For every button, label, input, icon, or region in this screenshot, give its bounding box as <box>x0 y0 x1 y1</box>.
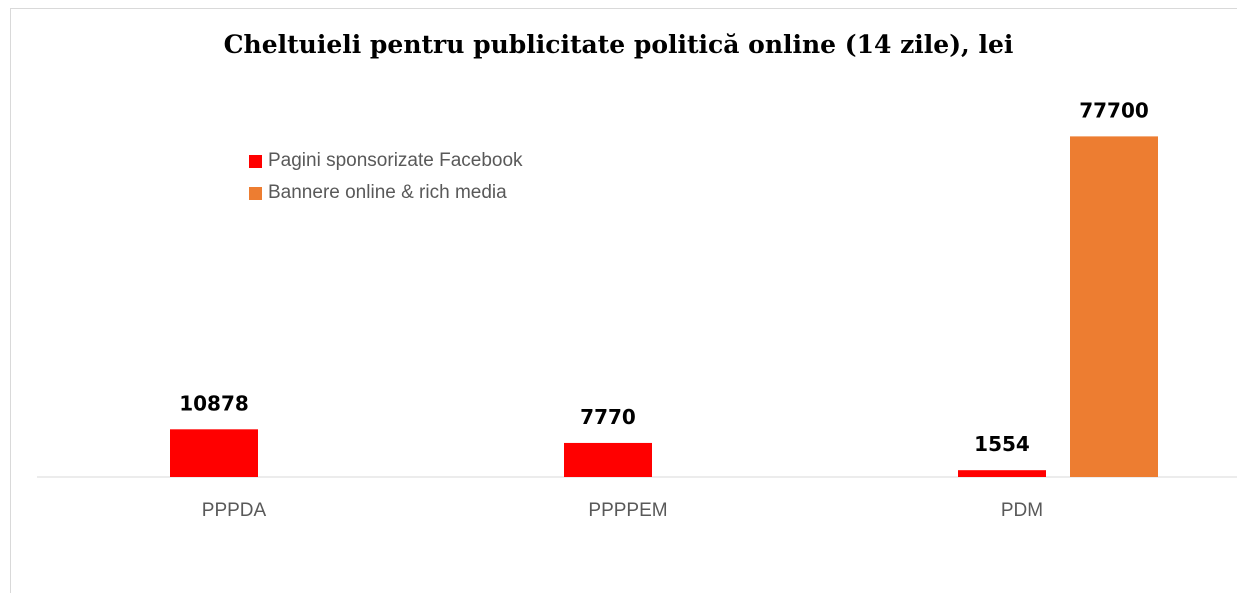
category-labels-group: PPPDA PPPPEM PDM <box>202 500 1043 521</box>
bar-series1-pppda <box>170 429 258 477</box>
bar-series1-ppppem <box>564 442 652 477</box>
legend-swatch-series-2 <box>249 186 262 200</box>
category-label-pdm: PDM <box>1001 500 1043 521</box>
bar-series1-pdm <box>958 470 1046 477</box>
legend-label-series-1: Pagini sponsorizate Facebook <box>268 150 523 171</box>
category-label-ppppem: PPPPEM <box>588 500 667 521</box>
legend: Pagini sponsorizate Facebook Bannere onl… <box>249 145 523 209</box>
data-label-series1-ppppem: 7770 <box>580 405 636 429</box>
legend-label-series-2: Bannere online & rich media <box>268 182 507 203</box>
category-label-pppda: PPPDA <box>202 500 267 521</box>
bar-series2-pdm <box>1070 136 1158 477</box>
chart-area <box>10 8 1237 593</box>
legend-item-series-1: Pagini sponsorizate Facebook <box>249 145 523 177</box>
legend-item-series-2: Bannere online & rich media <box>249 177 523 209</box>
data-label-series1-pppda: 10878 <box>179 391 249 415</box>
chart-title: Cheltuieli pentru publicitate politică o… <box>223 30 1014 59</box>
legend-swatch-series-1 <box>249 154 262 168</box>
data-label-series1-pdm: 1554 <box>974 432 1030 456</box>
bars-group <box>170 136 1158 477</box>
data-label-series2-pdm: 77700 <box>1079 98 1149 122</box>
data-labels-group: 10878 7770 1554 77700 <box>179 98 1149 456</box>
